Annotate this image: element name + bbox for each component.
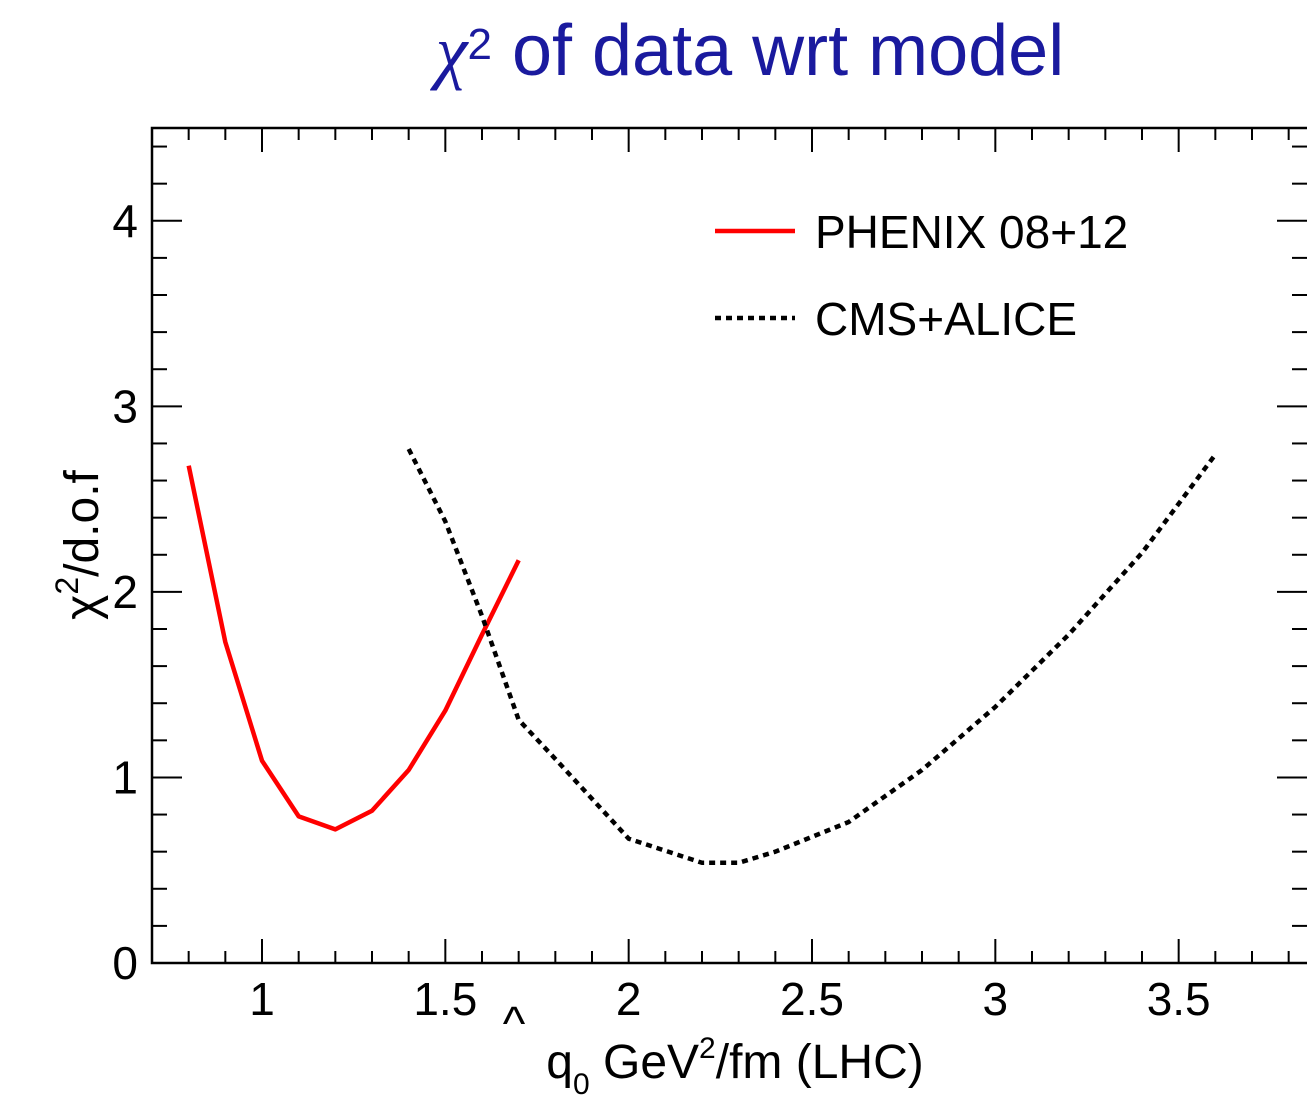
x-label-q: q [546, 1036, 573, 1089]
y-label-text: /d.o.f [56, 469, 109, 576]
y-tick-label: 0 [112, 937, 138, 989]
y-tick-label: 3 [112, 380, 138, 432]
chart-title: χ2 of data wrt model [0, 10, 1307, 93]
x-tick-label: 1.5 [413, 973, 477, 1025]
x-label-unit-rest: /fm (LHC) [716, 1036, 924, 1089]
x-label-unit: GeV [590, 1036, 699, 1089]
phenix-series-line [186, 465, 521, 832]
y-label-symbol: χ [56, 595, 109, 620]
x-label-superscript: 2 [699, 1032, 716, 1065]
x-axis-label: q0 GeV2/fm (LHC) [546, 1032, 923, 1101]
chart-title-superscript: 2 [467, 20, 492, 69]
y-axis-label: χ2/d.o.f [49, 469, 109, 619]
x-label-subscript: 0 [573, 1068, 590, 1101]
x-label-hat: ^ [503, 998, 526, 1051]
legend-label-phenix: PHENIX 08+12 [815, 206, 1128, 258]
plot-frame [150, 126, 1307, 965]
y-tick-label: 2 [112, 566, 138, 618]
cms-alice-series-line [406, 447, 1218, 866]
y-tick-label: 4 [112, 195, 138, 247]
chart-title-symbol: χ [435, 11, 468, 91]
x-tick-label: 1 [249, 973, 275, 1025]
x-tick-label: 3.5 [1147, 973, 1211, 1025]
x-tick-label: 2 [616, 973, 642, 1025]
legend-label-cms-alice: CMS+ALICE [815, 293, 1077, 345]
x-tick-label: 3 [983, 973, 1009, 1025]
chart-title-text: of data wrt model [491, 11, 1065, 91]
y-label-superscript: 2 [49, 577, 85, 595]
x-tick-label: 2.5 [780, 973, 844, 1025]
y-tick-label: 1 [112, 751, 138, 803]
